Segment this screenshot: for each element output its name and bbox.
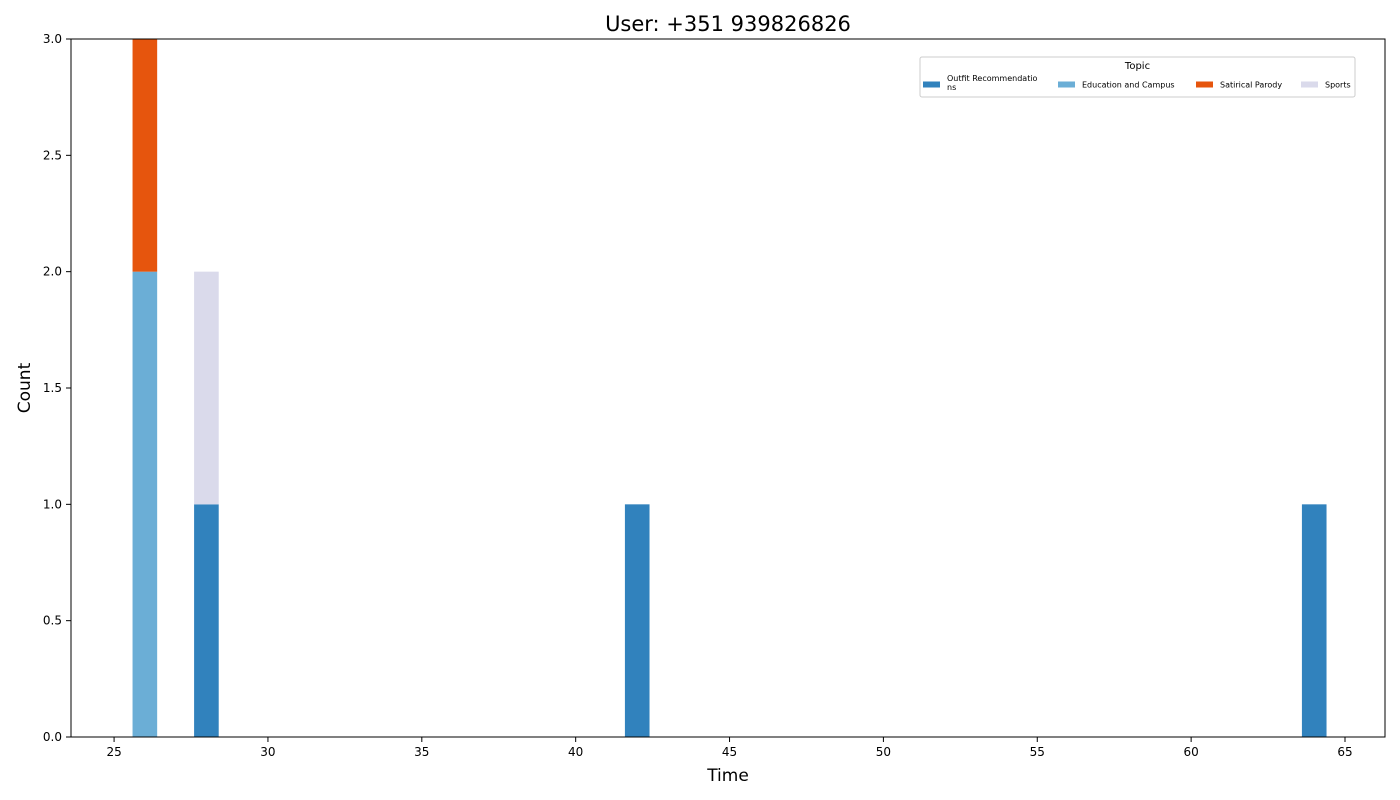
- x-tick-label-3: 40: [568, 745, 583, 759]
- legend-label-1: Education and Campus: [1082, 81, 1175, 90]
- x-tick-label-6: 55: [1030, 745, 1045, 759]
- chart-title: User: +351 939826826: [605, 12, 851, 36]
- y-tick-label-2: 1.0: [43, 497, 62, 511]
- x-axis: 25 30 35 40 45 50 55 60 65: [106, 737, 1353, 759]
- x-tick-label-4: 45: [722, 745, 737, 759]
- x-axis-label: Time: [706, 766, 749, 786]
- x-tick-label-7: 60: [1183, 745, 1198, 759]
- y-axis: 0.0 0.5 1.0 1.5 2.0 2.5 3.0: [43, 32, 71, 744]
- legend-items: Outfit Recommendatio ns Education and Camp…: [923, 74, 1351, 92]
- legend-label-0: Outfit Recommendatio ns: [947, 74, 1038, 92]
- bar-segment-0-2: [624, 504, 650, 737]
- y-tick-label-6: 3.0: [43, 32, 62, 46]
- legend-title: Topic: [1124, 61, 1150, 72]
- legend-swatch-3: [1301, 81, 1318, 88]
- bar-segment-3-1: [194, 271, 219, 505]
- legend-label-3: Sports: [1325, 81, 1351, 90]
- x-tick-label-2: 35: [414, 745, 429, 759]
- legend-box: [919, 56, 1356, 98]
- y-tick-label-1: 0.5: [43, 614, 62, 628]
- y-tick-label-4: 2.0: [43, 265, 62, 279]
- bars-group: [132, 39, 1327, 737]
- legend-swatch-1: [1058, 81, 1075, 88]
- bar-segment-0-1: [194, 504, 219, 737]
- y-tick-label-3: 1.5: [43, 381, 62, 395]
- legend-swatch-2: [1196, 81, 1213, 88]
- legend-label-2: Satirical Parody: [1220, 81, 1282, 90]
- x-tick-label-8: 65: [1337, 745, 1352, 759]
- y-tick-label-5: 2.5: [43, 148, 62, 162]
- y-axis-label: Count: [15, 362, 35, 413]
- legend: Topic Outfit Recommendatio ns Education an…: [919, 56, 1356, 98]
- x-tick-label-0: 25: [106, 745, 121, 759]
- bar-segment-2-0: [132, 39, 158, 272]
- y-tick-label-0: 0.0: [43, 730, 62, 744]
- x-tick-label-5: 50: [876, 745, 891, 759]
- bar-segment-1-0: [132, 271, 158, 737]
- legend-swatch-0: [923, 81, 940, 88]
- bar-segment-0-3: [1301, 504, 1327, 737]
- x-tick-label-1: 30: [260, 745, 275, 759]
